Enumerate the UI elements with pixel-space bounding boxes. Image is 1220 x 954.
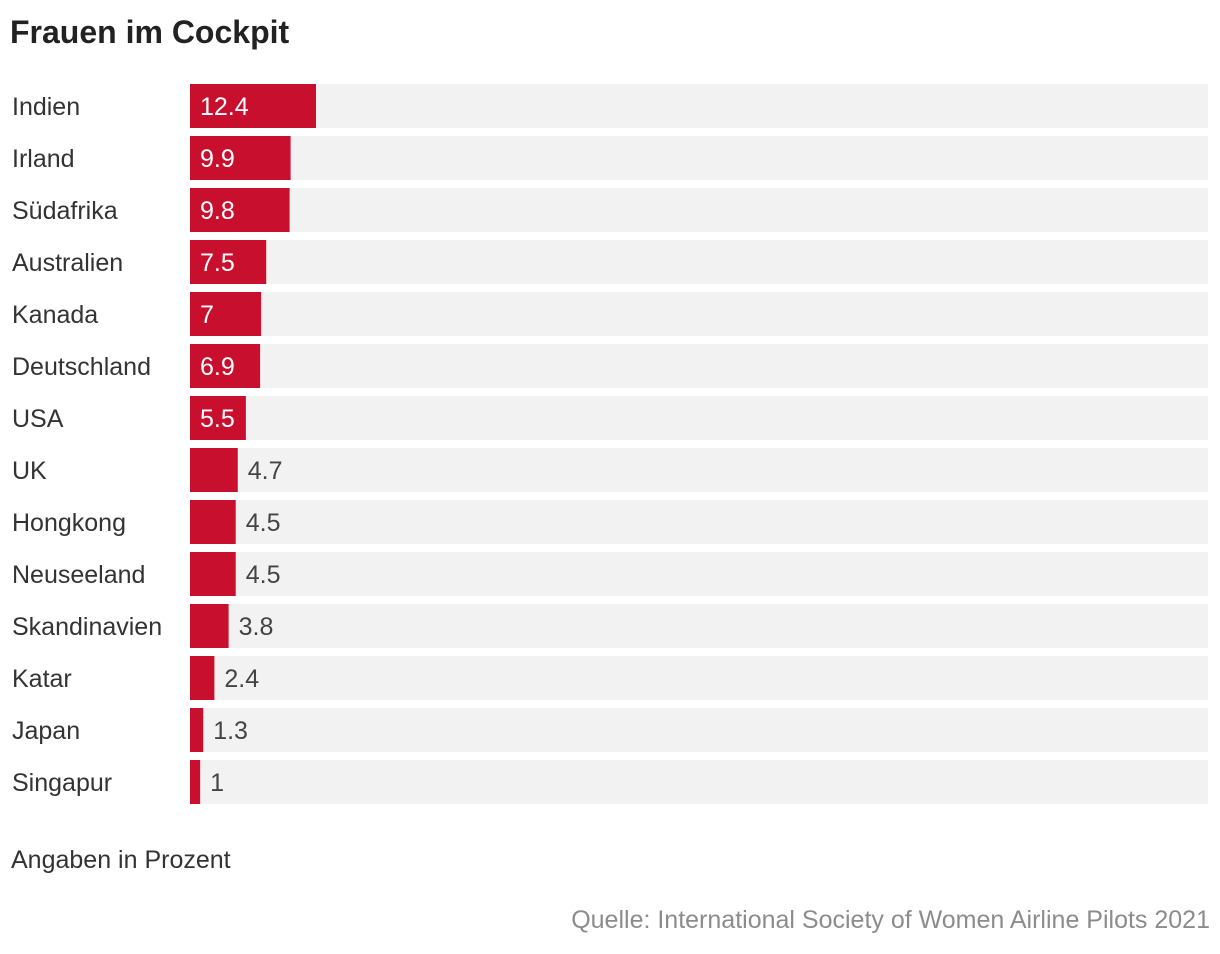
bar <box>190 292 262 336</box>
category-label: Japan <box>12 717 80 745</box>
value-label: 5.5 <box>200 405 235 433</box>
bar-row: Neuseeland 4.5 <box>12 552 1208 596</box>
bar <box>190 136 291 180</box>
bar-track <box>190 292 1208 336</box>
value-label: 1.3 <box>213 717 248 745</box>
bar <box>190 396 246 440</box>
category-label: Neuseeland <box>12 561 145 589</box>
value-label: 4.7 <box>248 457 283 485</box>
value-label: 12.4 <box>200 93 249 121</box>
bar-row: Japan 1.3 <box>12 708 1208 752</box>
category-label: Hongkong <box>12 509 126 537</box>
value-label: 1 <box>210 769 224 797</box>
chart-title: Frauen im Cockpit <box>10 14 290 50</box>
category-label: Singapur <box>12 769 112 797</box>
category-label: Katar <box>12 665 72 693</box>
bar-track <box>190 188 1208 232</box>
category-label: UK <box>12 457 47 485</box>
value-label: 3.8 <box>239 613 274 641</box>
category-label: Indien <box>12 93 80 121</box>
bar-row: USA 5.5 <box>12 396 1208 440</box>
bar <box>190 240 267 284</box>
bar-track <box>190 84 1208 128</box>
bar-track <box>190 448 1208 492</box>
value-label: 7 <box>200 301 214 329</box>
bar-track <box>190 344 1208 388</box>
bar <box>190 84 316 128</box>
bar-track <box>190 708 1208 752</box>
bar-track <box>190 500 1208 544</box>
value-label: 7.5 <box>200 249 235 277</box>
bar-track <box>190 760 1208 804</box>
bar-row: Skandinavien 3.8 <box>12 604 1208 648</box>
bar-track <box>190 396 1208 440</box>
value-label: 4.5 <box>246 509 281 537</box>
bar <box>190 552 236 596</box>
bar <box>190 760 201 804</box>
value-label: 9.9 <box>200 145 235 173</box>
category-label: Australien <box>12 249 123 277</box>
category-label: Deutschland <box>12 353 151 381</box>
category-label: USA <box>12 405 64 433</box>
bar <box>190 708 204 752</box>
category-label: Kanada <box>12 301 98 329</box>
bar <box>190 344 261 388</box>
bar-row: Singapur 1 <box>12 760 1208 804</box>
source-note: Quelle: International Society of Women A… <box>571 906 1210 934</box>
bar <box>190 500 236 544</box>
bar-track <box>190 240 1208 284</box>
bar-row: Australien 7.5 <box>12 240 1208 284</box>
bar-track <box>190 552 1208 596</box>
bar <box>190 188 290 232</box>
category-label: Südafrika <box>12 197 118 225</box>
bar <box>190 656 215 700</box>
bar-row: Südafrika 9.8 <box>12 188 1208 232</box>
bar-row: Kanada 7 <box>12 292 1208 336</box>
bar-row: UK 4.7 <box>12 448 1208 492</box>
unit-note: Angaben in Prozent <box>11 846 231 874</box>
category-label: Irland <box>12 145 75 173</box>
value-label: 6.9 <box>200 353 235 381</box>
category-label: Skandinavien <box>12 613 162 641</box>
bar-row: Katar 2.4 <box>12 656 1208 700</box>
bar-row: Deutschland 6.9 <box>12 344 1208 388</box>
bar-track <box>190 656 1208 700</box>
bar <box>190 448 238 492</box>
bar <box>190 604 229 648</box>
value-label: 2.4 <box>224 665 259 693</box>
bar-track <box>190 604 1208 648</box>
bar-track <box>190 136 1208 180</box>
value-label: 9.8 <box>200 197 235 225</box>
bar-row: Indien 12.4 <box>12 84 1208 128</box>
bar-row: Hongkong 4.5 <box>12 500 1208 544</box>
bar-row: Irland 9.9 <box>12 136 1208 180</box>
value-label: 4.5 <box>246 561 281 589</box>
